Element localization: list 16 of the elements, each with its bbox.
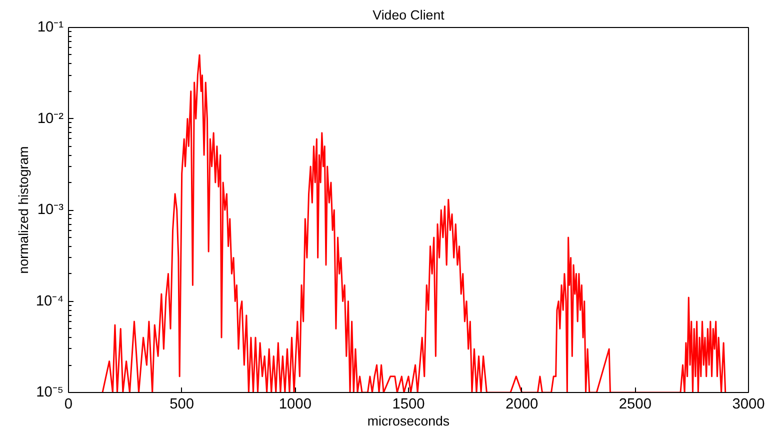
y-tick-label: 10⁻¹ bbox=[37, 20, 64, 36]
x-tick-label: 2000 bbox=[506, 396, 538, 412]
line-series bbox=[102, 54, 726, 392]
y-tick-label: 10⁻² bbox=[37, 110, 64, 127]
x-tick-label: 3000 bbox=[732, 396, 765, 412]
x-axis-title: microseconds bbox=[367, 414, 450, 428]
chart-title: Video Client bbox=[372, 8, 445, 22]
x-tick-label: 500 bbox=[170, 396, 194, 412]
y-tick-label: 10⁻⁵ bbox=[36, 384, 64, 400]
y-tick-label: 10⁻⁴ bbox=[36, 293, 64, 310]
x-tick-label: 2500 bbox=[618, 396, 652, 412]
y-tick-label: 10⁻³ bbox=[37, 202, 64, 218]
x-tick-label: 1000 bbox=[278, 396, 312, 412]
y-axis-title: normalized histogram bbox=[16, 146, 31, 274]
x-tick-label: 1500 bbox=[392, 396, 425, 412]
x-tick-label: 0 bbox=[64, 396, 73, 412]
